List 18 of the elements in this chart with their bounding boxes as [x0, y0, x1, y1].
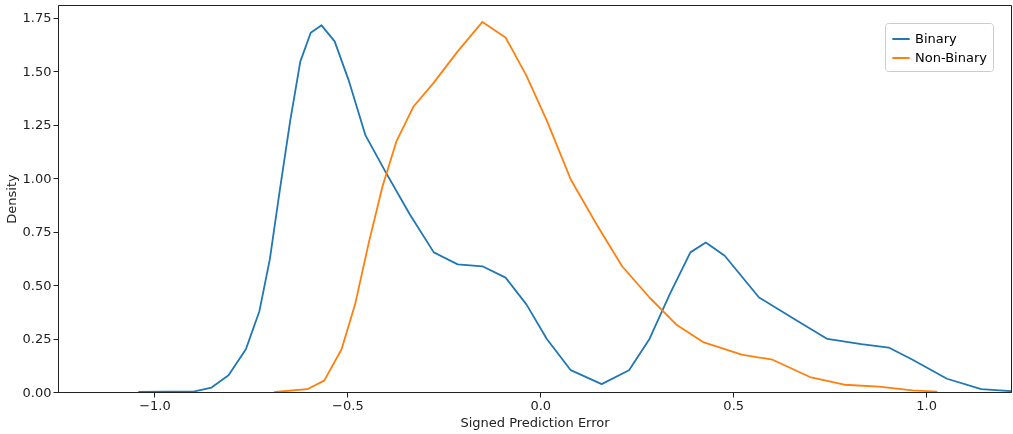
y-tick-label: 0.75 — [22, 224, 52, 240]
x-tick-label: 1.0 — [916, 397, 937, 413]
y-tick-label: 1.00 — [22, 170, 52, 186]
y-axis-title: Density — [3, 173, 19, 224]
legend-label: Binary — [915, 31, 958, 46]
x-tick-label: 0.5 — [723, 397, 745, 413]
y-tick-label: 1.50 — [22, 63, 52, 79]
line-series — [138, 24, 1011, 392]
x-tick-label: −1.0 — [139, 397, 171, 413]
y-tick-label: 0.25 — [22, 331, 52, 347]
legend-label: Non-Binary — [915, 50, 988, 65]
x-tick-label: 0.0 — [530, 397, 552, 413]
x-axis-title: Signed Prediction Error — [460, 414, 611, 430]
y-tick-label: 1.75 — [22, 10, 52, 26]
x-tick-label: −0.5 — [332, 397, 364, 413]
y-tick-label: 1.25 — [22, 117, 52, 133]
y-tick-label: 0.00 — [22, 384, 52, 400]
y-tick-label: 0.50 — [22, 277, 52, 293]
